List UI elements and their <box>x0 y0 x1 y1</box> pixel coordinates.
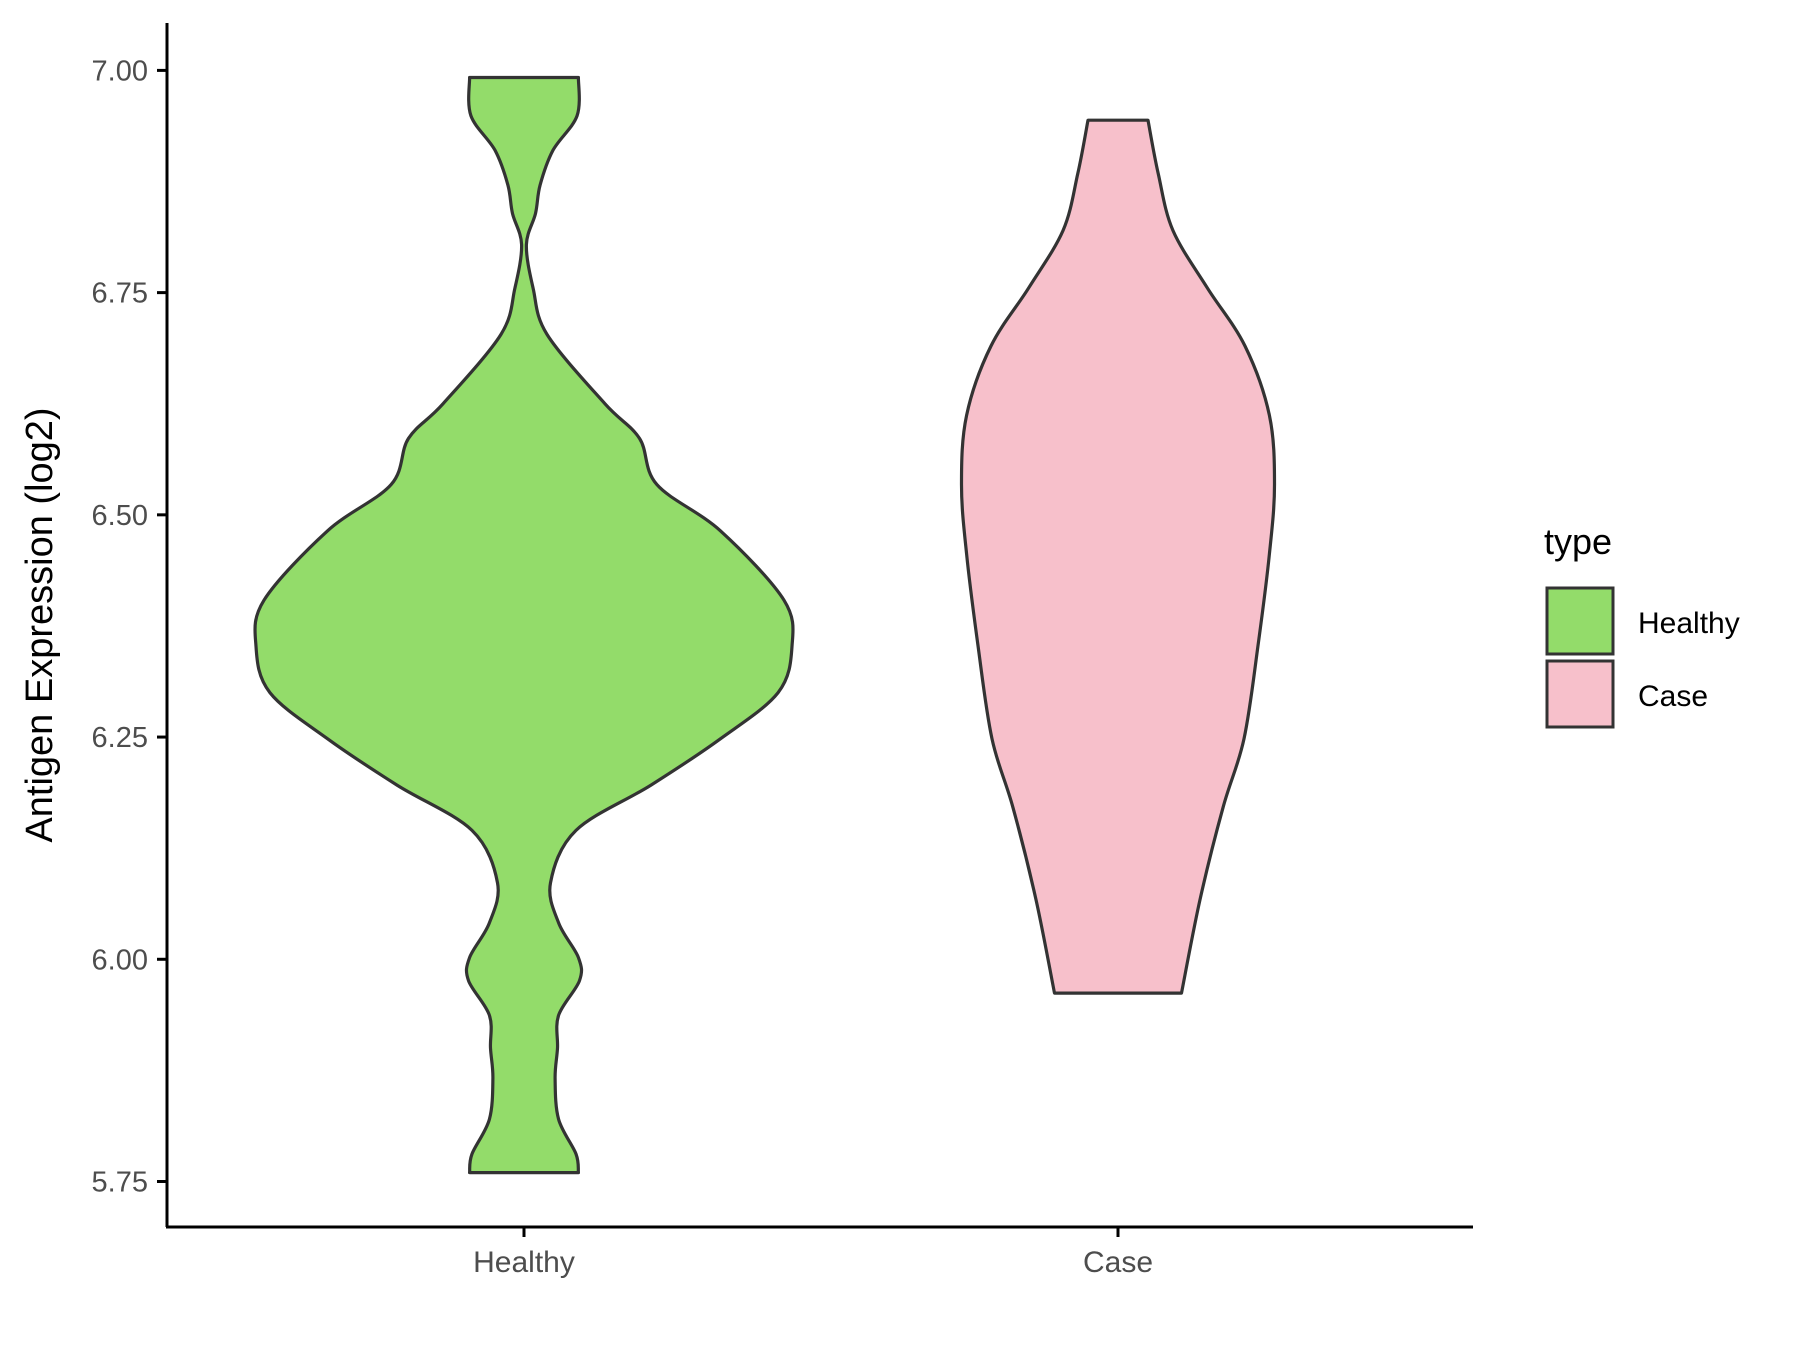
legend-key-healthy <box>1545 586 1615 656</box>
y-tick-label: 6.00 <box>92 944 148 976</box>
x-tick-label: Healthy <box>473 1246 575 1279</box>
y-tick-label: 6.25 <box>92 722 148 754</box>
legend-label-healthy: Healthy <box>1638 607 1740 640</box>
y-ticks: 5.75 6.00 6.25 6.50 6.75 7.00 <box>92 55 167 1199</box>
violin-case <box>959 118 1277 995</box>
y-tick-label: 6.50 <box>92 500 148 532</box>
legend-title: type <box>1544 521 1612 562</box>
y-tick-label: 5.75 <box>92 1167 148 1199</box>
violin-healthy <box>253 75 795 1175</box>
y-tick-label: 6.75 <box>92 278 148 310</box>
y-tick-label: 7.00 <box>92 55 148 87</box>
y-axis-title: Antigen Expression (log2) <box>19 407 61 842</box>
x-ticks: Healthy Case <box>473 1227 1153 1279</box>
legend: type Healthy Case <box>1544 521 1740 729</box>
x-tick-label: Case <box>1083 1246 1153 1279</box>
violins <box>253 75 1277 1175</box>
legend-key-case <box>1545 659 1615 729</box>
legend-label-case: Case <box>1638 680 1708 713</box>
